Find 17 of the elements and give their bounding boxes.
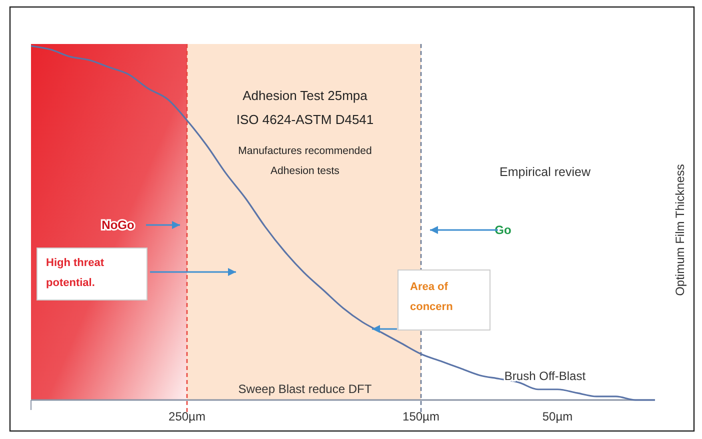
x-tick-label: 250µm bbox=[168, 410, 206, 424]
annotation: Sweep Blast reduce DFT bbox=[238, 382, 372, 396]
text-box: Area of concern bbox=[398, 270, 490, 330]
annotation: Go bbox=[494, 223, 512, 237]
annotation: High threat potential. bbox=[46, 257, 104, 289]
x-tick-label: 150µm bbox=[402, 410, 440, 424]
annotation: NoGo bbox=[102, 218, 134, 232]
annotation: Adhesion Test 25mpa bbox=[242, 88, 368, 103]
y-axis-title: Optimum Film Thickness bbox=[673, 164, 687, 296]
x-tick-label: 50µm bbox=[542, 410, 573, 424]
annotation: Adhesion tests bbox=[270, 165, 340, 177]
annotation: ISO 4624-ASTM D4541 bbox=[236, 112, 374, 127]
annotation: Manufactures recommended bbox=[238, 145, 372, 157]
text-box: High threat potential. bbox=[36, 248, 148, 300]
annotation: Area of concern bbox=[410, 281, 454, 313]
annotation: Brush Off-Blast bbox=[504, 369, 586, 383]
annotation: Empirical review bbox=[500, 165, 592, 179]
